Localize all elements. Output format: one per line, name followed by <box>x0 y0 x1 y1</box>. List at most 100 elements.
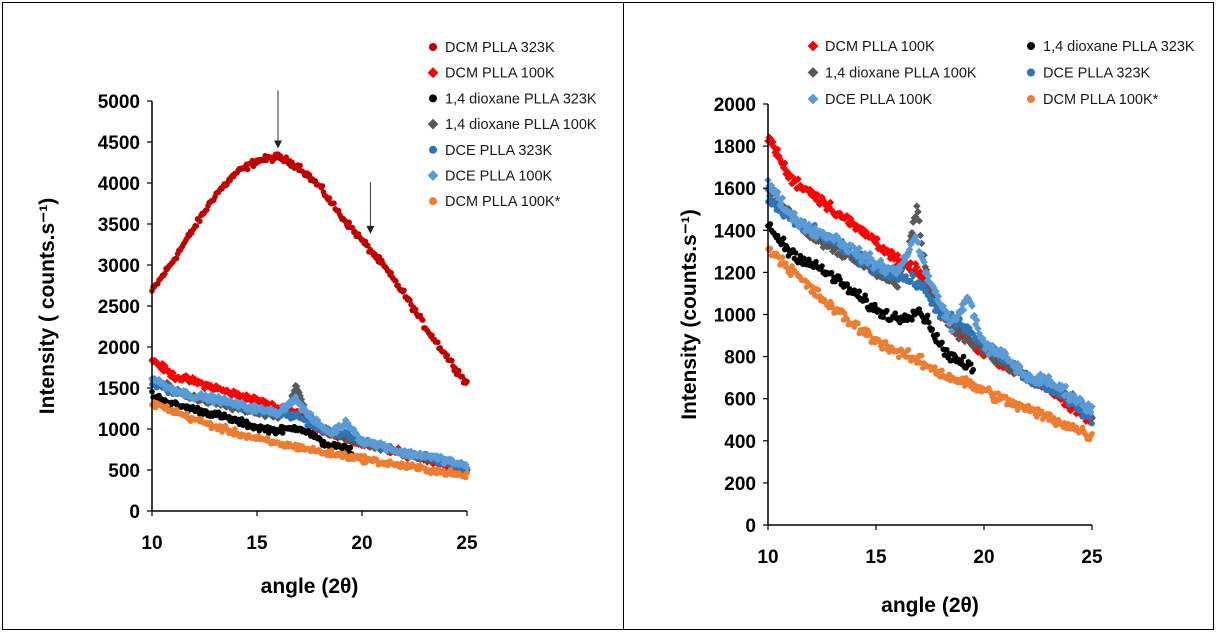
data-point <box>435 339 441 346</box>
data-point <box>1031 379 1040 387</box>
data-point <box>923 287 930 294</box>
data-point <box>212 382 220 390</box>
data-point <box>966 325 973 332</box>
data-point <box>767 221 774 227</box>
legend: DCM PLLA 100K 1,4 dioxane PLLA 323K 1,4 di… <box>807 39 1195 108</box>
legend-label: 1,4 dioxane PLLA 323K <box>445 91 597 107</box>
data-point <box>890 279 898 288</box>
data-point <box>932 364 938 370</box>
legend-item-dcm-plla-100k: DCM PLLA 100K* <box>429 194 561 210</box>
x-tick-label: 20 <box>351 533 372 554</box>
annotation-arrow <box>366 182 375 234</box>
data-point <box>184 410 190 417</box>
data-point <box>908 277 914 284</box>
data-point <box>372 443 380 452</box>
y-axis-label: Intensity (counts.s⁻¹) <box>678 209 701 420</box>
data-point <box>914 207 922 216</box>
data-point <box>818 193 826 202</box>
data-point <box>277 406 286 415</box>
legend-label: 1,4 dioxane PLLA 323K <box>1043 39 1195 55</box>
data-point <box>783 260 789 267</box>
data-point <box>944 346 950 353</box>
data-point <box>835 236 843 244</box>
data-point <box>854 251 862 259</box>
data-point <box>306 409 315 418</box>
data-point <box>1089 430 1095 437</box>
legend-label: DCM PLLA 323K <box>445 40 555 56</box>
data-point <box>844 248 853 256</box>
data-point <box>817 199 825 207</box>
y-tick-label: 500 <box>108 461 140 482</box>
data-point <box>412 306 419 313</box>
data-point <box>830 304 836 311</box>
data-point <box>155 375 163 384</box>
data-point <box>799 218 807 226</box>
data-point <box>970 366 976 373</box>
arrow-head <box>274 140 282 149</box>
data-point <box>865 253 873 262</box>
y-tick-label: 400 <box>724 432 756 453</box>
data-point <box>449 357 455 364</box>
legend-item-dce-plla-100k: DCE PLLA 100K <box>807 92 933 108</box>
data-point <box>956 309 964 317</box>
data-point <box>968 361 974 367</box>
x-tick-label: 25 <box>1081 547 1103 568</box>
legend-label: DCE PLLA 100K <box>825 92 933 108</box>
data-point <box>773 188 782 196</box>
legend: DCM PLLA 323K DCM PLLA 100K 1,4 dioxane PL… <box>427 40 597 210</box>
data-point <box>974 324 982 333</box>
data-point <box>872 239 880 247</box>
data-point <box>926 319 932 326</box>
data-point <box>403 450 412 459</box>
data-point <box>203 392 211 401</box>
data-point <box>161 362 169 370</box>
data-point <box>866 249 874 258</box>
y-tick-label: 1600 <box>714 179 756 200</box>
data-point <box>344 419 352 428</box>
data-point <box>198 391 206 400</box>
data-point <box>771 198 777 204</box>
legend-item-dcm-plla-323k: DCM PLLA 323K <box>429 40 555 56</box>
data-point <box>915 217 923 225</box>
legend-label: DCE PLLA 100K <box>445 169 553 185</box>
data-point <box>1043 380 1052 389</box>
data-point <box>767 245 774 252</box>
data-point <box>159 379 168 388</box>
data-point <box>297 162 303 169</box>
data-point <box>913 263 921 272</box>
data-point <box>1025 371 1034 379</box>
data-point <box>896 354 902 361</box>
data-point <box>401 287 407 294</box>
y-tick-label: 4500 <box>98 133 140 154</box>
legend-item-1-4-dioxane-plla-100k: 1,4 dioxane PLLA 100K <box>807 66 977 82</box>
data-point <box>867 332 873 339</box>
y-tick-label: 1000 <box>98 420 140 441</box>
legend-item-1-4-dioxane-plla-323k: 1,4 dioxane PLLA 323K <box>1027 39 1195 55</box>
y-tick-label: 5000 <box>98 92 140 113</box>
y-tick-label: 1400 <box>714 221 756 242</box>
x-axis-label: angle (2θ) <box>881 594 979 617</box>
data-point <box>1087 408 1095 416</box>
data-point <box>780 235 787 242</box>
data-point <box>781 159 789 167</box>
data-point <box>464 470 470 476</box>
data-point <box>228 406 237 414</box>
data-point <box>935 307 942 314</box>
data-point <box>463 464 471 472</box>
data-point <box>869 264 878 273</box>
data-point <box>769 138 777 146</box>
data-point <box>1088 402 1096 411</box>
data-point <box>773 145 782 154</box>
data-point <box>913 202 921 210</box>
data-point <box>289 159 295 166</box>
data-point <box>770 143 778 151</box>
data-point <box>955 335 963 343</box>
data-point <box>939 367 945 374</box>
data-point <box>826 198 835 207</box>
series-dce-plla-100k <box>764 176 1096 416</box>
data-point <box>365 242 371 249</box>
data-point <box>440 467 447 474</box>
data-point <box>382 447 391 455</box>
data-point <box>815 286 822 293</box>
data-point <box>860 254 868 262</box>
